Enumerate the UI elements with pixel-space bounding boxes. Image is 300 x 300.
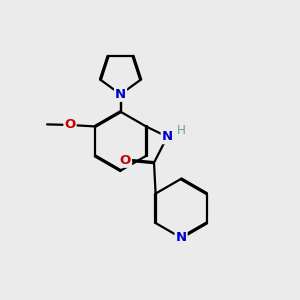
- Text: O: O: [120, 154, 131, 167]
- Text: N: N: [162, 130, 173, 143]
- Text: N: N: [115, 88, 126, 101]
- Text: N: N: [176, 231, 187, 244]
- Text: O: O: [64, 118, 76, 131]
- Text: H: H: [177, 124, 186, 137]
